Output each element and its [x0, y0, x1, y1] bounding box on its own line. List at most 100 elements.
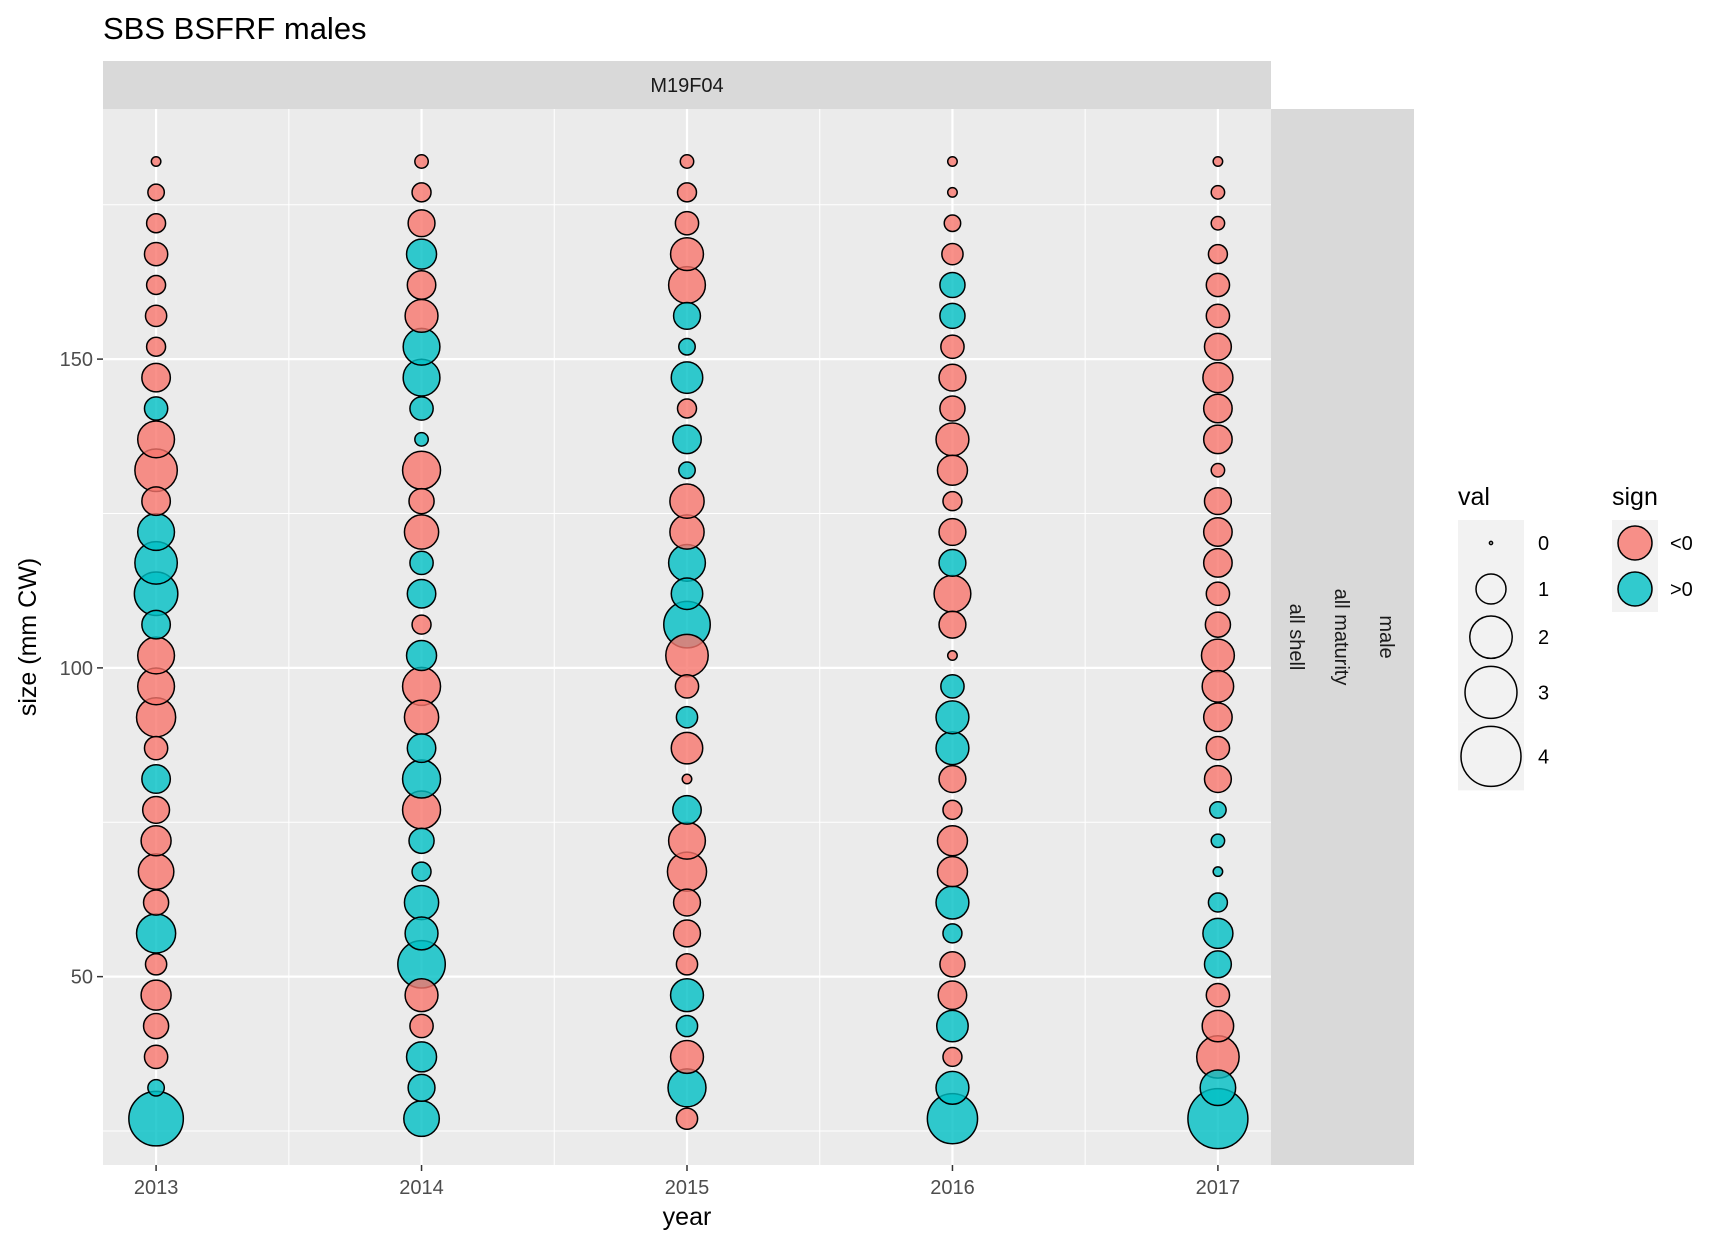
size-legend-label: 4: [1538, 746, 1549, 768]
bubble-2015-112: [670, 577, 704, 611]
bubble-2013-27: [128, 1090, 185, 1147]
bubble-2016-92: [935, 700, 970, 735]
bubble-2015-102: [665, 633, 709, 678]
fill-legend: sign <0 >0: [1612, 483, 1693, 612]
size-legend-key: [1458, 612, 1524, 663]
bubble-2015-87: [670, 731, 704, 765]
y-tick-label: 150: [60, 349, 93, 371]
bubble-2015-97: [674, 674, 700, 699]
bubble-2014-177: [411, 182, 432, 203]
bubble-2016-122: [938, 517, 967, 547]
bubble-2017-177: [1210, 184, 1226, 200]
bubble-2016-52: [939, 950, 966, 978]
bubble-2017-32: [1199, 1069, 1237, 1107]
bubble-2017-142: [1202, 393, 1233, 424]
bubble-2014-47: [404, 977, 439, 1013]
size-legend-label: 2: [1538, 627, 1549, 649]
bubble-2016-157: [939, 302, 966, 330]
x-tick-label: 2013: [134, 1177, 179, 1199]
bubble-2016-62: [935, 885, 970, 920]
bubble-2015-167: [669, 236, 705, 272]
bubble-2014-87: [406, 733, 437, 764]
bubble-2017-102: [1200, 638, 1236, 673]
x-tick-label: 2017: [1196, 1177, 1241, 1199]
size-legend-circle: [1460, 725, 1522, 788]
bubble-2016-57: [942, 923, 963, 944]
fill-legend-label: >0: [1670, 579, 1693, 601]
bubble-2015-147: [670, 361, 704, 395]
bubble-2015-162: [667, 265, 707, 305]
bubble-2016-172: [943, 214, 962, 233]
bubble-2014-162: [406, 270, 437, 300]
bubble-2015-182: [679, 154, 695, 169]
bubble-2013-77: [141, 795, 171, 825]
bubble-2017-117: [1202, 547, 1233, 578]
bubble-2015-117: [667, 543, 707, 583]
bubble-2017-97: [1201, 669, 1235, 703]
bubble-2016-97: [940, 674, 965, 699]
bubble-2016-112: [933, 574, 972, 613]
bubble-2013-157: [144, 304, 168, 328]
size-legend-circle: [1464, 665, 1518, 720]
bubble-2017-147: [1202, 361, 1234, 394]
bubble-2014-117: [409, 550, 434, 576]
bubble-2013-37: [143, 1044, 169, 1070]
facet-label: M19F04: [650, 75, 723, 97]
bubble-2013-52: [144, 952, 168, 976]
size-legend-title: val: [1458, 483, 1490, 511]
size-legend-label: 3: [1538, 682, 1549, 704]
bubble-2017-182: [1212, 155, 1224, 167]
bubble-2014-132: [401, 450, 442, 490]
bubble-2014-62: [403, 884, 440, 921]
y-tick-label: 100: [60, 658, 93, 680]
bubble-2017-52: [1203, 950, 1233, 979]
row-strip: [1271, 109, 1414, 1165]
bubble-2016-117: [938, 548, 967, 578]
bubble-2014-172: [407, 209, 436, 238]
row-strip-label-maturity: all maturity: [1330, 589, 1352, 686]
bubble-2013-67: [137, 853, 175, 891]
bubble-2016-72: [936, 825, 969, 857]
bubble-2017-107: [1204, 611, 1232, 638]
bubble-2016-32: [935, 1070, 970, 1105]
bubble-2017-57: [1202, 917, 1234, 950]
bubble-2013-142: [143, 396, 169, 421]
bubble-2013-107: [141, 609, 172, 640]
bubble-2016-107: [938, 610, 967, 639]
bubble-2016-42: [935, 1009, 969, 1043]
size-legend-circle: [1469, 615, 1513, 660]
bubble-2014-122: [403, 514, 440, 550]
fill-legend-title: sign: [1612, 483, 1658, 511]
bubble-2013-152: [145, 336, 167, 357]
bubble-2014-82: [401, 759, 442, 799]
bubble-2016-47: [937, 980, 968, 1011]
bubble-2014-102: [405, 639, 438, 672]
bubble-2013-147: [141, 362, 172, 393]
bubble-2013-137: [136, 420, 176, 459]
bubble-2013-42: [142, 1012, 170, 1040]
bubble-2013-122: [136, 512, 176, 552]
bubble-2015-152: [678, 337, 696, 356]
bubble-2015-27: [675, 1107, 699, 1131]
bubble-2014-167: [405, 238, 438, 270]
bubble-2015-32: [667, 1068, 707, 1108]
bubble-2017-122: [1202, 517, 1233, 547]
bubble-2016-142: [939, 395, 966, 422]
bubble-2014-112: [406, 578, 437, 609]
facet-strip: [103, 61, 1271, 109]
x-axis-title: year: [663, 1203, 712, 1231]
y-axis-title: size (mm CW): [14, 558, 42, 716]
bubble-2013-62: [142, 889, 170, 916]
bubble-2017-47: [1205, 982, 1231, 1008]
bubble-2015-122: [669, 514, 705, 550]
size-legend: val 0 1 2 3 4: [1458, 483, 1549, 791]
x-tick-label: 2014: [399, 1177, 444, 1199]
bubble-2013-167: [143, 241, 169, 267]
bubble-2013-32: [147, 1078, 166, 1097]
bubble-2016-177: [946, 186, 958, 198]
bubble-2013-72: [140, 825, 172, 857]
bubble-2014-32: [407, 1073, 436, 1102]
fill-legend-label: <0: [1670, 533, 1693, 555]
bubble-2017-62: [1207, 892, 1229, 913]
